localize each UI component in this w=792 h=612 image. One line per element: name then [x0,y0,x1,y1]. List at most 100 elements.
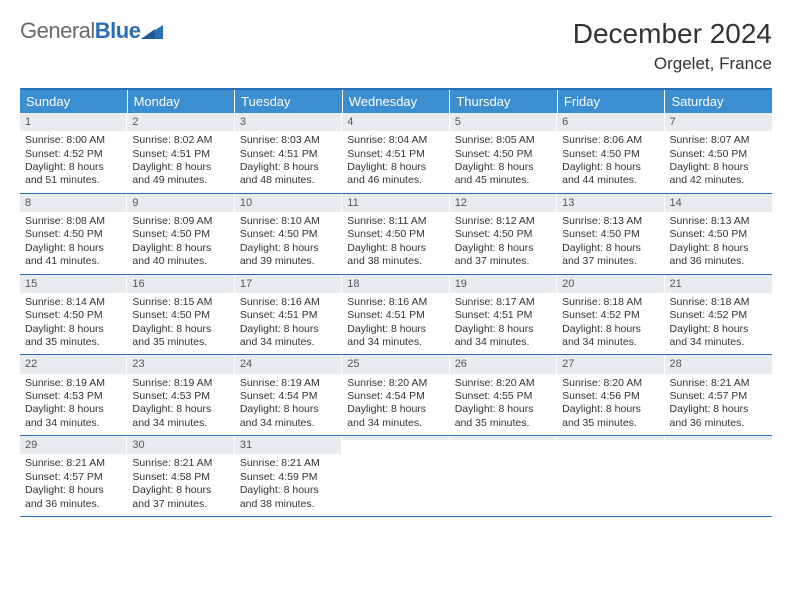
daylight-text: Daylight: 8 hours [347,403,444,416]
day-cell: 17Sunrise: 8:16 AMSunset: 4:51 PMDayligh… [235,275,342,355]
week-row: 8Sunrise: 8:08 AMSunset: 4:50 PMDaylight… [20,194,772,275]
day-number: 11 [342,194,449,212]
daylight-text: and 34 minutes. [670,336,767,349]
daylight-text: and 34 minutes. [562,336,659,349]
day-body: Sunrise: 8:03 AMSunset: 4:51 PMDaylight:… [235,131,342,193]
col-thursday: Thursday [450,90,558,113]
day-body: Sunrise: 8:11 AMSunset: 4:50 PMDaylight:… [342,212,449,274]
day-number: 3 [235,113,342,131]
daylight-text: and 37 minutes. [562,255,659,268]
daylight-text: and 35 minutes. [455,417,552,430]
day-number [665,436,772,440]
calendar-header-row: Sunday Monday Tuesday Wednesday Thursday… [20,90,772,113]
day-number: 22 [20,355,127,373]
daylight-text: Daylight: 8 hours [562,323,659,336]
daylight-text: Daylight: 8 hours [670,161,767,174]
col-saturday: Saturday [665,90,772,113]
sunrise-text: Sunrise: 8:17 AM [455,296,552,309]
daylight-text: Daylight: 8 hours [455,242,552,255]
daylight-text: Daylight: 8 hours [240,323,337,336]
day-number: 25 [342,355,449,373]
sunrise-text: Sunrise: 8:21 AM [670,377,767,390]
col-monday: Monday [128,90,236,113]
sunrise-text: Sunrise: 8:02 AM [132,134,229,147]
sunset-text: Sunset: 4:50 PM [132,309,229,322]
day-cell: 6Sunrise: 8:06 AMSunset: 4:50 PMDaylight… [557,113,664,193]
day-number: 28 [665,355,772,373]
sunrise-text: Sunrise: 8:21 AM [132,457,229,470]
daylight-text: and 41 minutes. [25,255,122,268]
day-number: 15 [20,275,127,293]
sunrise-text: Sunrise: 8:18 AM [670,296,767,309]
daylight-text: Daylight: 8 hours [25,242,122,255]
daylight-text: Daylight: 8 hours [132,403,229,416]
daylight-text: Daylight: 8 hours [240,242,337,255]
sunrise-text: Sunrise: 8:15 AM [132,296,229,309]
col-sunday: Sunday [20,90,128,113]
daylight-text: Daylight: 8 hours [132,242,229,255]
day-cell: 27Sunrise: 8:20 AMSunset: 4:56 PMDayligh… [557,355,664,435]
day-body: Sunrise: 8:16 AMSunset: 4:51 PMDaylight:… [342,293,449,355]
day-cell: 24Sunrise: 8:19 AMSunset: 4:54 PMDayligh… [235,355,342,435]
sunset-text: Sunset: 4:53 PM [132,390,229,403]
day-number: 26 [450,355,557,373]
day-body: Sunrise: 8:08 AMSunset: 4:50 PMDaylight:… [20,212,127,274]
sunrise-text: Sunrise: 8:19 AM [132,377,229,390]
week-row: 15Sunrise: 8:14 AMSunset: 4:50 PMDayligh… [20,275,772,356]
sunrise-text: Sunrise: 8:08 AM [25,215,122,228]
sunset-text: Sunset: 4:51 PM [240,309,337,322]
col-friday: Friday [558,90,666,113]
day-number: 27 [557,355,664,373]
week-row: 22Sunrise: 8:19 AMSunset: 4:53 PMDayligh… [20,355,772,436]
day-number [342,436,449,440]
day-cell: 2Sunrise: 8:02 AMSunset: 4:51 PMDaylight… [127,113,234,193]
sunrise-text: Sunrise: 8:04 AM [347,134,444,147]
daylight-text: Daylight: 8 hours [562,161,659,174]
daylight-text: Daylight: 8 hours [347,242,444,255]
sunset-text: Sunset: 4:52 PM [670,309,767,322]
day-body: Sunrise: 8:20 AMSunset: 4:54 PMDaylight:… [342,374,449,436]
day-body: Sunrise: 8:21 AMSunset: 4:58 PMDaylight:… [127,454,234,516]
calendar-table: Sunday Monday Tuesday Wednesday Thursday… [20,88,772,517]
day-body: Sunrise: 8:18 AMSunset: 4:52 PMDaylight:… [665,293,772,355]
sunset-text: Sunset: 4:51 PM [347,148,444,161]
sunset-text: Sunset: 4:50 PM [347,228,444,241]
day-cell: 12Sunrise: 8:12 AMSunset: 4:50 PMDayligh… [450,194,557,274]
sunset-text: Sunset: 4:50 PM [670,228,767,241]
day-cell: 19Sunrise: 8:17 AMSunset: 4:51 PMDayligh… [450,275,557,355]
sunset-text: Sunset: 4:57 PM [25,471,122,484]
sunrise-text: Sunrise: 8:03 AM [240,134,337,147]
day-cell: 28Sunrise: 8:21 AMSunset: 4:57 PMDayligh… [665,355,772,435]
day-number: 7 [665,113,772,131]
day-body: Sunrise: 8:13 AMSunset: 4:50 PMDaylight:… [557,212,664,274]
day-number: 4 [342,113,449,131]
day-number: 31 [235,436,342,454]
day-number: 8 [20,194,127,212]
day-cell: 13Sunrise: 8:13 AMSunset: 4:50 PMDayligh… [557,194,664,274]
sunset-text: Sunset: 4:50 PM [132,228,229,241]
sunrise-text: Sunrise: 8:19 AM [25,377,122,390]
sunrise-text: Sunrise: 8:05 AM [455,134,552,147]
sunset-text: Sunset: 4:54 PM [347,390,444,403]
sunrise-text: Sunrise: 8:06 AM [562,134,659,147]
day-body: Sunrise: 8:07 AMSunset: 4:50 PMDaylight:… [665,131,772,193]
day-number: 13 [557,194,664,212]
day-cell: 25Sunrise: 8:20 AMSunset: 4:54 PMDayligh… [342,355,449,435]
day-cell: 23Sunrise: 8:19 AMSunset: 4:53 PMDayligh… [127,355,234,435]
location-label: Orgelet, France [573,54,772,74]
sunset-text: Sunset: 4:59 PM [240,471,337,484]
day-cell: 22Sunrise: 8:19 AMSunset: 4:53 PMDayligh… [20,355,127,435]
daylight-text: and 36 minutes. [25,498,122,511]
sunset-text: Sunset: 4:50 PM [562,148,659,161]
day-body: Sunrise: 8:14 AMSunset: 4:50 PMDaylight:… [20,293,127,355]
sunset-text: Sunset: 4:54 PM [240,390,337,403]
daylight-text: Daylight: 8 hours [132,161,229,174]
sunrise-text: Sunrise: 8:13 AM [670,215,767,228]
sunset-text: Sunset: 4:57 PM [670,390,767,403]
daylight-text: Daylight: 8 hours [455,161,552,174]
sunset-text: Sunset: 4:50 PM [240,228,337,241]
day-cell [450,436,557,516]
day-cell: 9Sunrise: 8:09 AMSunset: 4:50 PMDaylight… [127,194,234,274]
day-number: 18 [342,275,449,293]
day-cell: 4Sunrise: 8:04 AMSunset: 4:51 PMDaylight… [342,113,449,193]
